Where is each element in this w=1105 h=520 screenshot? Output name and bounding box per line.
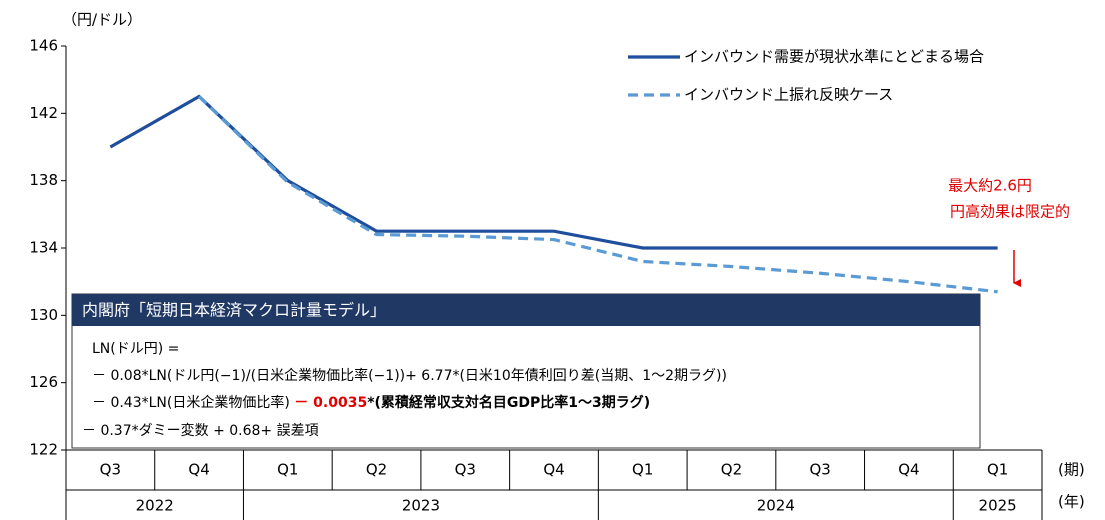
- x-tick-label: Q3: [455, 461, 476, 479]
- eq-line: － 0.08*LN(ドル円(−1)/(日米企業物価比率(−1))+ 6.77*(…: [92, 367, 727, 384]
- year-label: 2023: [402, 497, 440, 515]
- x-tick-label: Q1: [632, 461, 653, 479]
- y-tick-label: 134: [29, 239, 58, 257]
- y-tick-label: 142: [29, 104, 58, 122]
- x-tick-label: Q1: [987, 461, 1008, 479]
- x-tick-label: Q2: [366, 461, 387, 479]
- x-tick-label: Q4: [188, 461, 209, 479]
- eq-line: － 0.37*ダミー変数 + 0.68+ 誤差項: [82, 422, 319, 439]
- series-line: [109, 94, 998, 250]
- x-tick-label: Q4: [898, 461, 919, 479]
- period-label: (期): [1058, 461, 1085, 479]
- y-tick-label: 122: [29, 441, 58, 459]
- x-tick-label: Q1: [277, 461, 298, 479]
- year-label: 2025: [979, 497, 1017, 515]
- x-tick-label: Q4: [543, 461, 564, 479]
- x-tick-label: Q3: [810, 461, 831, 479]
- x-tick-label: Q3: [100, 461, 121, 479]
- legend-label: インバウンド需要が現状水準にとどまる場合: [684, 48, 984, 66]
- eq-part: － 0.43*LN(日米企業物価比率): [92, 394, 290, 411]
- eq-coef: － 0.0035: [294, 395, 367, 411]
- annotation: 円高効果は限定的: [950, 203, 1070, 221]
- annotation: 最大約2.6円: [948, 177, 1032, 195]
- year-label: 2022: [136, 497, 174, 515]
- x-tick-label: Q2: [721, 461, 742, 479]
- eq-line: LN(ドル円) =: [92, 341, 179, 357]
- box-title: 内閣府「短期日本経済マクロ計量モデル」: [82, 301, 386, 320]
- y-tick-label: 138: [29, 171, 58, 189]
- y-tick-label: 146: [29, 37, 58, 55]
- eq-term: *(累積経常収支対名目GDP比率1～3期ラグ): [367, 394, 650, 411]
- y-tick-label: 126: [29, 373, 58, 391]
- box-header: [72, 294, 980, 326]
- unit-label: （円/ドル）: [62, 11, 142, 29]
- eq-line: － 0.43*LN(日米企業物価比率) － 0.0035*(累積経常収支対名目G…: [92, 394, 650, 411]
- y-tick-label: 130: [29, 306, 58, 324]
- year-label: 2024: [757, 497, 795, 515]
- year-label: (年): [1058, 493, 1085, 511]
- legend-label: インバウンド上振れ反映ケース: [684, 86, 893, 104]
- series-line: [197, 95, 998, 294]
- equation-box: 内閣府「短期日本経済マクロ計量モデル」 LN(ドル円) = － 0.08*LN(…: [71, 293, 981, 449]
